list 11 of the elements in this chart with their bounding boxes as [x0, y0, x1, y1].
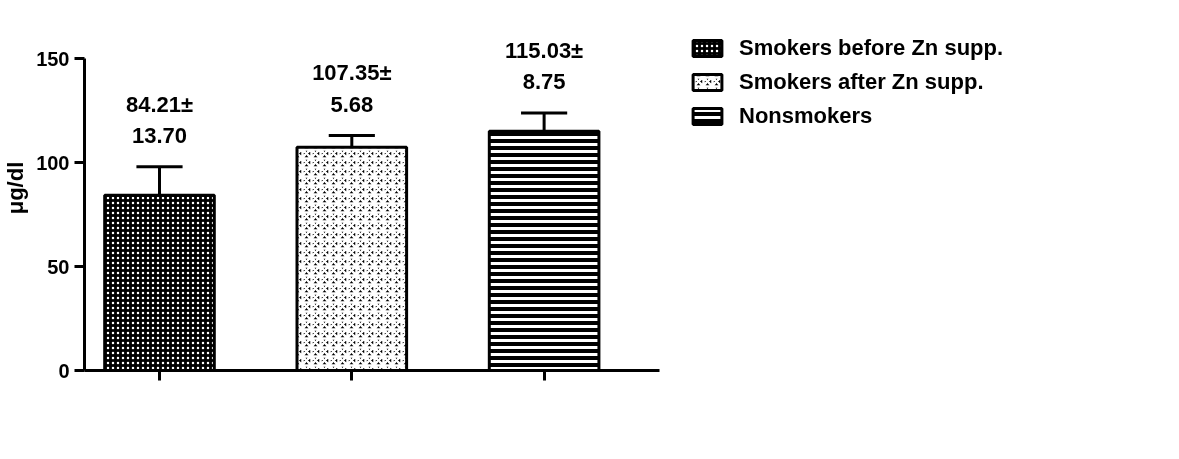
- y-tick-label: 0: [58, 359, 70, 382]
- legend-label: Nonsmokers: [739, 103, 873, 129]
- y-tick-label: 100: [36, 151, 70, 174]
- legend-label: Smokers after Zn supp.: [739, 69, 984, 95]
- data-label: 115.03± 8.75: [505, 38, 584, 95]
- data-label: 107.35± 5.68: [312, 60, 392, 117]
- y-tick-label: 50: [47, 255, 70, 278]
- data-label: 84.21± 13.70: [125, 91, 194, 149]
- legend-label: Smokers before Zn supp.: [739, 35, 1004, 61]
- y-tick-label: 150: [36, 47, 70, 70]
- y-axis-title: μg/dl: [3, 161, 29, 215]
